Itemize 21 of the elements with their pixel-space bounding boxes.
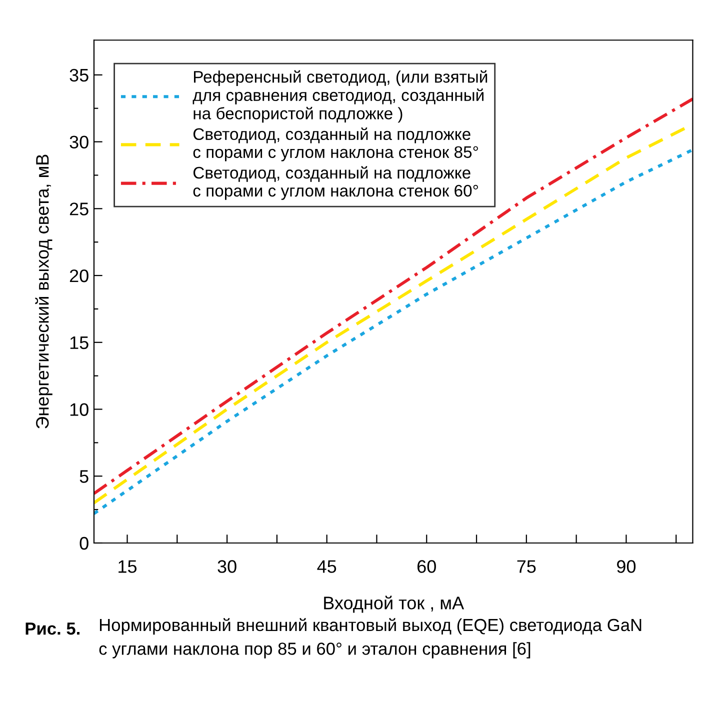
x-tick-label: 15: [118, 560, 137, 573]
y-tick-label: 0: [80, 536, 88, 550]
text: Рис. 5.: [26, 622, 80, 635]
x-tick-label: 45: [317, 560, 336, 573]
text: Нормированный внешний квантовый выход (EQE) светодиода GaN с углами наклона пор 85 и 60° и эталон сравнения [6]: [99, 618, 642, 658]
y-tick-label: 10: [70, 403, 88, 416]
y-tick-label: 15: [70, 336, 88, 350]
legend-label: Светодиод, созданный на подложке с порами с углом наклона стенок 85°: [193, 128, 478, 162]
y-tick-label: 25: [70, 202, 88, 216]
x-tick-label: 90: [617, 560, 636, 573]
x-tick-label: 60: [418, 560, 436, 573]
legend-label: Светодиод, созданный на подложке с порами с углом наклона стенок 60°: [193, 166, 478, 200]
y-tick-label: 30: [70, 136, 88, 148]
x-axis-title: Входной ток , мА: [324, 596, 464, 613]
y-tick-label: 35: [70, 68, 88, 82]
y-tick-label: 20: [70, 269, 88, 282]
y-axis-title: Энергетический выход света, мВ: [35, 154, 52, 428]
x-tick-label: 75: [517, 560, 536, 573]
y-tick-label: 5: [80, 470, 88, 483]
x-tick-label: 30: [218, 560, 236, 573]
legend-label: Референсный светодиод, (или взятый для сравнения светодиод, созданный на беспористой подложке ): [192, 70, 488, 123]
